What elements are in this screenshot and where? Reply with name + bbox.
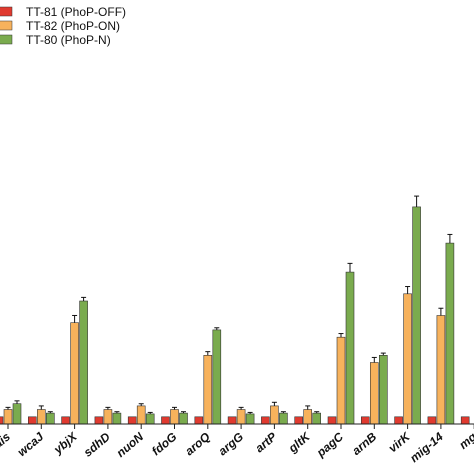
bar-fdoG-series-0 xyxy=(161,416,170,425)
bar-nuoN-series-0 xyxy=(127,416,137,425)
bar-mig-14-series-1 xyxy=(436,315,446,425)
bar-fdoG-series-1 xyxy=(170,409,179,425)
bar-argG-series-1 xyxy=(236,409,246,425)
legend-swatch-1 xyxy=(0,20,13,31)
x-tick-label-nuoN: nuoN xyxy=(114,429,147,460)
bar-sdhD-series-0 xyxy=(94,416,104,425)
x-tick-label-argG: argG xyxy=(216,430,246,459)
bar-arnB-series-2 xyxy=(378,354,388,425)
x-tick-labels: rais wcaJ ybjX sdhD nuoN fdoG aroQ argG artP gltK… xyxy=(0,424,474,465)
bar-mig-14-series-2 xyxy=(445,242,455,425)
bar-virK-series-2 xyxy=(412,206,421,425)
bar-pagC-series-1 xyxy=(336,336,346,425)
bar-aroQ-series-2 xyxy=(212,329,222,425)
bar-wcaJ-series-0 xyxy=(27,416,37,425)
bar-ybjX-series-2 xyxy=(79,300,88,425)
bar-sdhD-series-2 xyxy=(112,412,122,425)
bar-aroQ-series-1 xyxy=(203,354,213,425)
bar-wcaJ-series-2 xyxy=(45,412,55,425)
x-tick-label-virK: virK xyxy=(386,429,414,456)
bar-gltK-series-0 xyxy=(294,416,304,425)
bar-aroQ-series-0 xyxy=(194,416,204,425)
legend-label-1: TT-82 (PhoP-ON) xyxy=(26,19,120,33)
x-tick-label-sdhD: sdhD xyxy=(81,429,113,459)
bar-mig-14-series-0 xyxy=(427,416,437,425)
x-tick-label-aroQ: aroQ xyxy=(182,429,213,458)
bar-rais-series-1 xyxy=(3,409,13,425)
bar-gltK-series-2 xyxy=(312,412,322,425)
bar-rais-series-2 xyxy=(12,403,22,425)
bar-nuoN-series-1 xyxy=(136,405,146,425)
bar-artP-series-2 xyxy=(279,412,288,425)
legend-swatch-2 xyxy=(0,34,13,45)
bar-artP-series-0 xyxy=(261,416,270,425)
legend: TT-81 (PhoP-OFF)TT-82 (PhoP-ON)TT-80 (Ph… xyxy=(0,5,126,47)
x-tick-label-pagC: pagC xyxy=(313,429,346,460)
bar-nuoN-series-2 xyxy=(145,413,155,425)
x-tick-label-artP: artP xyxy=(252,429,280,455)
legend-label-2: TT-80 (PhoP-N) xyxy=(26,33,111,47)
bar-sdhD-series-1 xyxy=(103,409,113,425)
x-tick-label-wcaJ: wcaJ xyxy=(15,429,47,459)
x-tick-label-arnB: arnB xyxy=(349,429,379,458)
bar-ybjX-series-1 xyxy=(70,322,79,425)
bar-pagC-series-0 xyxy=(327,416,337,425)
bar-mg-series-0 xyxy=(460,416,470,425)
legend-label-0: TT-81 (PhoP-OFF) xyxy=(26,5,126,19)
bars xyxy=(0,195,470,425)
bar-virK-series-1 xyxy=(403,293,412,425)
bar-fdoG-series-2 xyxy=(179,412,188,425)
bar-rais-series-0 xyxy=(0,416,4,425)
bar-argG-series-0 xyxy=(227,416,237,425)
bar-gltK-series-1 xyxy=(303,409,313,425)
bar-pagC-series-2 xyxy=(345,271,355,425)
bar-arnB-series-0 xyxy=(360,416,370,425)
bar-arnB-series-1 xyxy=(369,362,379,425)
bar-ybjX-series-0 xyxy=(61,416,70,425)
bar-argG-series-2 xyxy=(245,413,255,425)
x-tick-label-ybjX: ybjX xyxy=(50,429,80,457)
x-tick-label-gltK: gltK xyxy=(285,429,314,456)
x-tick-label-mig-14: mig-14 xyxy=(407,429,446,465)
bar-artP-series-1 xyxy=(270,405,279,425)
x-tick-label-rais: rais xyxy=(0,429,13,454)
x-tick-label-fdoG: fdoG xyxy=(149,430,179,459)
x-tick-label-mg: mg xyxy=(456,429,474,452)
legend-swatch-0 xyxy=(0,6,13,17)
bar-wcaJ-series-1 xyxy=(36,409,46,425)
bar-virK-series-0 xyxy=(394,416,403,425)
